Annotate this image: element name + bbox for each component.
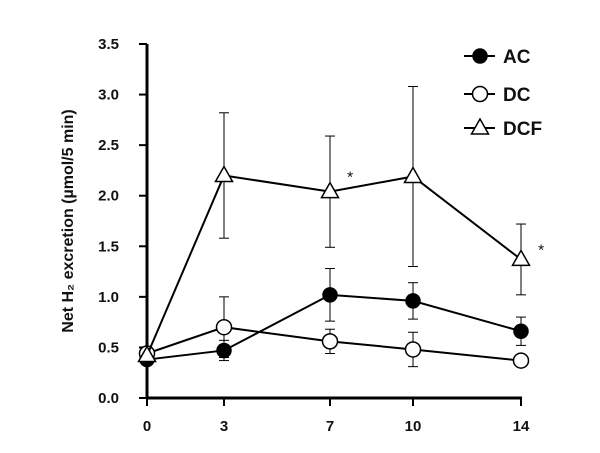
x-tick-label: 0 xyxy=(143,418,151,435)
x-tick-label: 7 xyxy=(326,418,334,435)
data-point-dcf xyxy=(511,248,531,267)
legend-label: DCF xyxy=(503,119,542,140)
y-tick-label: 0.0 xyxy=(98,390,119,407)
y-tick-label: 2.0 xyxy=(98,188,119,205)
x-tick-label: 10 xyxy=(405,418,422,435)
data-point-ac xyxy=(405,293,421,309)
legend-marker-dc xyxy=(471,85,489,103)
legend-item-ac: AC xyxy=(464,47,531,68)
data-point-dcf xyxy=(403,165,423,184)
legend-item-dcf: DCF xyxy=(464,117,542,140)
data-point-dc xyxy=(512,352,530,369)
data-point-dc xyxy=(321,333,339,350)
legend-item-dc: DC xyxy=(464,85,531,106)
x-ticks: 0 3 7 10 14 xyxy=(143,398,530,435)
legend: AC DC DCF xyxy=(464,47,542,140)
y-tick-label: 3.0 xyxy=(98,87,119,104)
series-dcf xyxy=(137,85,531,363)
y-tick-label: 2.5 xyxy=(98,137,119,154)
legend-label: DC xyxy=(503,85,531,106)
data-point-dcf xyxy=(320,181,340,199)
x-tick-label: 3 xyxy=(220,418,228,435)
legend-label: AC xyxy=(503,47,531,68)
series-ac xyxy=(139,268,529,368)
axes xyxy=(145,44,522,400)
data-point-ac xyxy=(322,287,338,303)
data-point-dcf xyxy=(214,164,234,183)
series-line-ac xyxy=(146,293,522,361)
significance-marker: * xyxy=(538,242,544,259)
data-point-dc xyxy=(215,318,233,336)
y-tick-label: 3.5 xyxy=(98,36,119,53)
series-line-dcf xyxy=(146,174,522,356)
significance-marker: * xyxy=(347,170,353,187)
data-point-dc xyxy=(404,341,422,358)
y-tick-label: 1.0 xyxy=(98,289,119,306)
y-axis-title: Net H₂ excretion (µmol/5 min) xyxy=(60,109,77,332)
legend-marker-ac xyxy=(472,48,488,64)
y-tick-label: 0.5 xyxy=(98,339,119,356)
series-dc xyxy=(138,296,530,369)
series-layer: ** xyxy=(137,85,544,369)
data-point-ac xyxy=(513,323,529,339)
y-tick-label: 1.5 xyxy=(98,238,119,255)
legend-marker-dcf xyxy=(470,117,490,135)
x-tick-label: 14 xyxy=(513,418,530,435)
data-point-dcf xyxy=(137,344,157,363)
